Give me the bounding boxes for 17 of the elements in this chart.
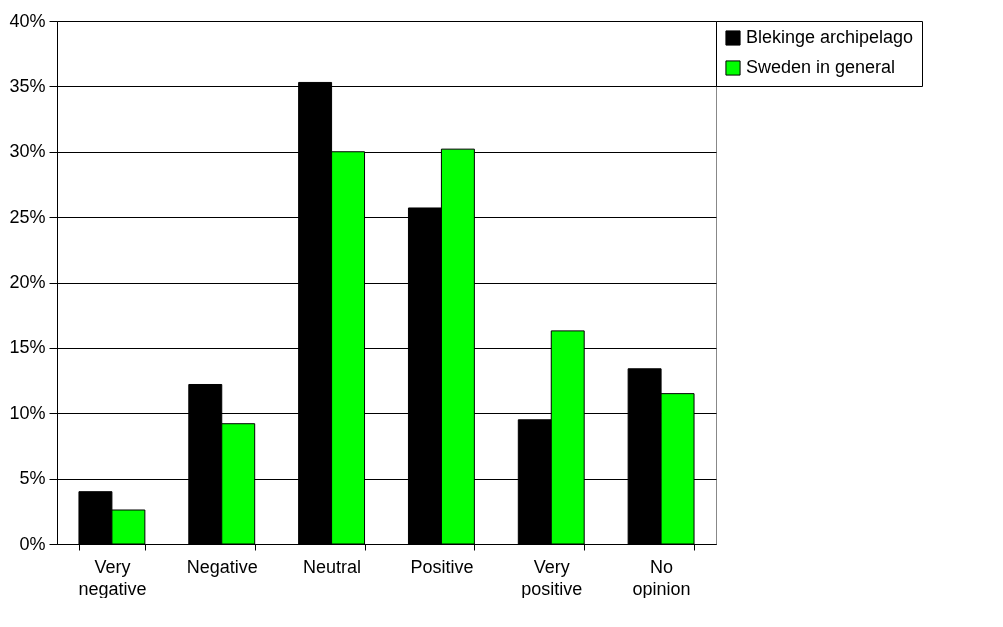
y-tick-label: 10%: [9, 402, 46, 423]
x-tick-label: Positive: [410, 556, 474, 577]
y-tick-label: 30%: [9, 141, 46, 162]
y-tick-label: 25%: [9, 206, 46, 227]
y-tick-label: 15%: [9, 337, 46, 358]
x-tick-label: Very positive: [521, 556, 583, 599]
y-tick-label: 0%: [19, 533, 46, 554]
y-tick-label: 40%: [9, 10, 46, 31]
y-tick-label: 20%: [9, 272, 46, 292]
x-tick-label: Neutral: [303, 556, 362, 577]
y-tick-label: 5%: [19, 468, 46, 489]
x-tick-label: Very negative: [78, 556, 147, 599]
legend-label: Sweden in general: [746, 57, 896, 77]
y-tick-label: 35%: [9, 75, 46, 96]
legend-label: Blekinge archipelago: [746, 27, 914, 47]
x-tick-label: Negative: [186, 556, 258, 577]
x-tick-label: No opinion: [632, 556, 691, 599]
